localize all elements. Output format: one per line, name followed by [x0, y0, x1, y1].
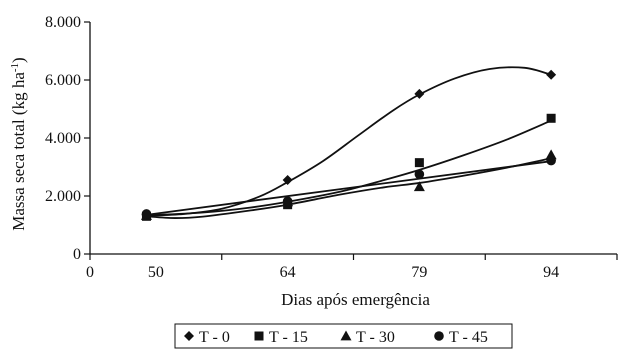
y-axis-title: Massa seca total (kg ha-1) — [9, 57, 28, 230]
data-point-diamond — [546, 69, 557, 80]
legend-box — [174, 323, 513, 349]
y-axis-title-sup: -1 — [9, 63, 21, 72]
y-tick-label: 6.000 — [45, 72, 81, 89]
fit-curve-triangle — [146, 157, 552, 219]
data-point-diamond — [414, 88, 425, 99]
legend-label: T - 30 — [356, 329, 395, 346]
data-point-diamond — [282, 175, 293, 186]
y-axis-title-close: ) — [9, 57, 28, 63]
fit-curve-circle — [146, 160, 552, 216]
x-tick-label: 0 — [86, 264, 94, 281]
data-points — [140, 69, 557, 221]
data-point-square — [414, 158, 424, 168]
fit-curves — [146, 66, 552, 219]
x-ticks: 0 50 64 79 94 — [86, 254, 618, 281]
legend-marker-square — [254, 331, 264, 341]
data-point-circle — [414, 169, 425, 180]
x-tick-label: 50 — [148, 264, 164, 281]
x-axis-title: Dias após emergência — [281, 290, 430, 309]
legend-marker-diamond — [184, 331, 194, 341]
data-point-circle — [141, 209, 152, 219]
y-tick-label: 4.000 — [45, 130, 81, 147]
data-point-circle — [546, 155, 556, 166]
y-tick-label: 2.000 — [45, 188, 81, 205]
x-tick-label: 94 — [543, 264, 559, 281]
legend-label: T - 0 — [199, 329, 230, 346]
y-tick-label: 8.000 — [45, 14, 81, 31]
data-point-square — [546, 113, 556, 123]
y-axis-title-main: Massa seca total (kg ha — [9, 72, 28, 231]
y-ticks: 0 2.000 4.000 6.000 8.000 — [45, 14, 90, 263]
x-tick-label: 64 — [280, 264, 296, 281]
data-point-triangle — [413, 181, 425, 192]
fit-curve-diamond — [146, 66, 552, 217]
legend-label: T - 45 — [449, 329, 488, 346]
legend-label: T - 15 — [269, 329, 308, 346]
data-point-circle — [282, 196, 293, 207]
legend-marker-triangle — [340, 330, 352, 341]
y-tick-label: 0 — [73, 246, 81, 263]
x-tick-label: 79 — [411, 264, 427, 281]
legend-marker-circle — [434, 331, 444, 341]
legend: T - 0 T - 15 T - 30 T - 45 — [174, 323, 513, 349]
fit-curve-square — [146, 119, 552, 217]
